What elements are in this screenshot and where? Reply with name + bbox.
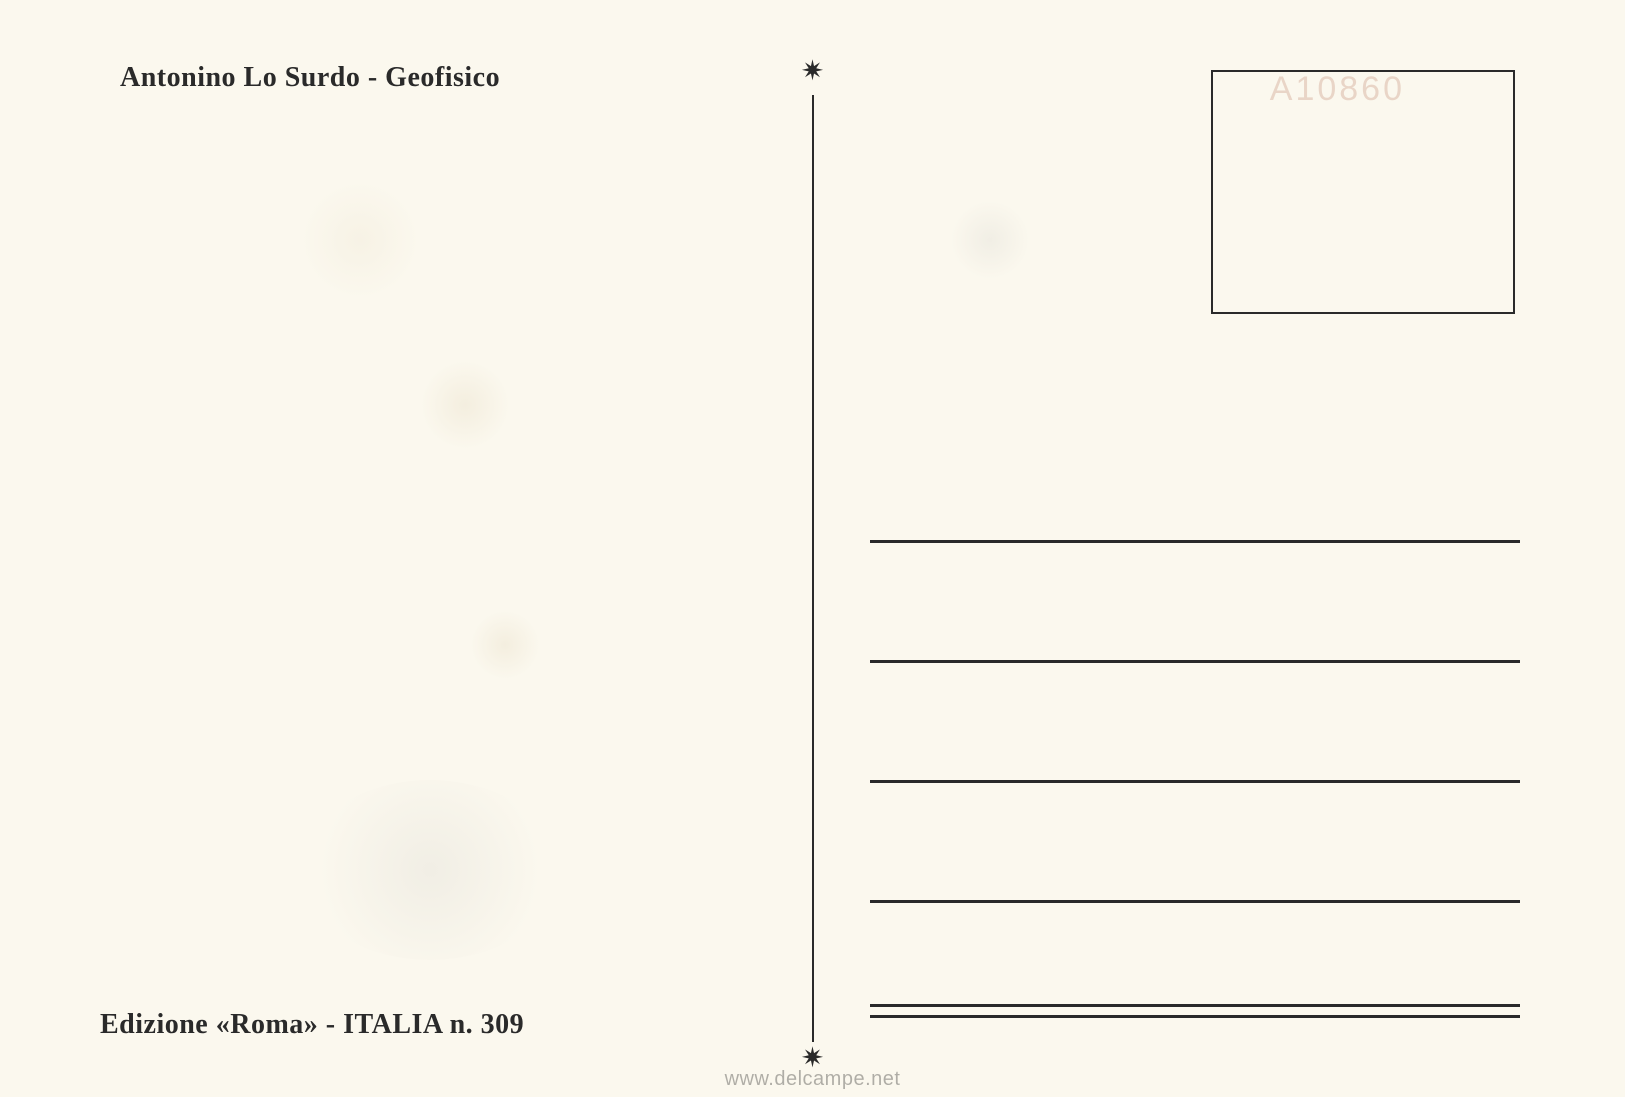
paper-stain bbox=[420, 360, 510, 450]
paper-smudge bbox=[950, 200, 1030, 280]
watermark-text: www.delcampe.net bbox=[725, 1068, 901, 1091]
paper-smudge bbox=[300, 780, 560, 960]
paper-stain bbox=[470, 610, 540, 680]
address-line bbox=[870, 780, 1520, 783]
postcard-back: A10860 Antonino Lo Surdo - Geofisico ✷ ✷… bbox=[0, 0, 1625, 1097]
edition-line: Edizione «Roma» - ITALIA n. 309 bbox=[100, 1009, 524, 1041]
paper-stain bbox=[300, 180, 420, 300]
address-double-line bbox=[870, 1004, 1520, 1018]
address-line bbox=[870, 660, 1520, 663]
center-divider bbox=[812, 95, 814, 1042]
caption-title: Antonino Lo Surdo - Geofisico bbox=[120, 62, 500, 94]
address-line bbox=[870, 900, 1520, 903]
address-line bbox=[870, 540, 1520, 543]
star-ornament-icon: ✷ bbox=[801, 58, 824, 86]
stamp-box bbox=[1211, 70, 1515, 314]
